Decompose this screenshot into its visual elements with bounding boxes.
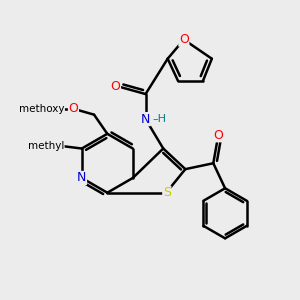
Text: O: O [68, 102, 78, 115]
Text: –H: –H [153, 114, 167, 124]
Text: methyl: methyl [28, 141, 64, 151]
Text: O: O [213, 129, 223, 142]
Text: O: O [111, 80, 121, 93]
Text: O: O [179, 33, 189, 46]
Text: methoxy: methoxy [19, 104, 64, 114]
Text: N: N [77, 172, 86, 184]
Text: N: N [141, 112, 150, 126]
Text: S: S [163, 186, 171, 199]
